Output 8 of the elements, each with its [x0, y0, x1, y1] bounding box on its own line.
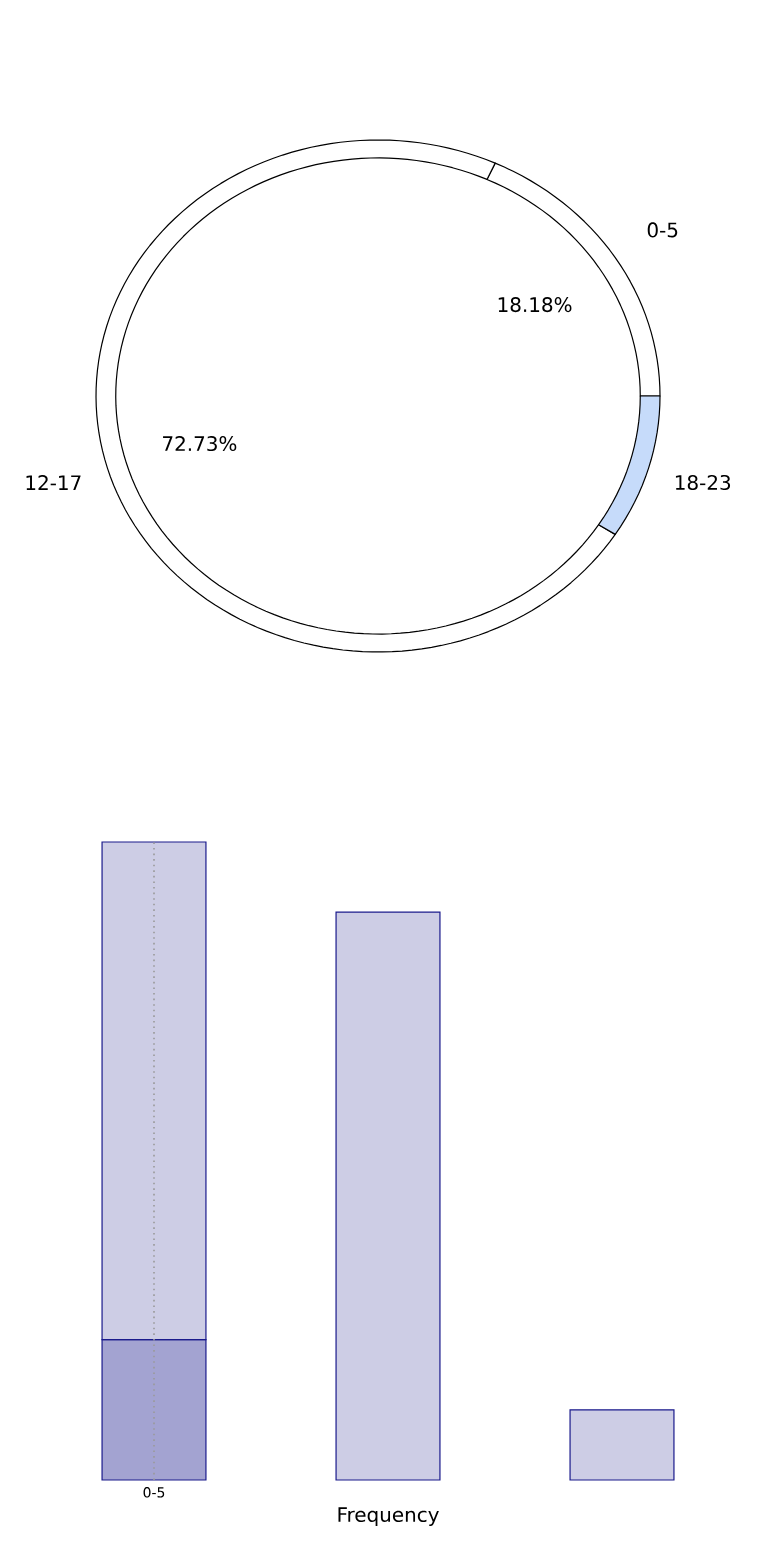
slice-label: 0-5	[647, 222, 678, 238]
bar	[335, 911, 441, 1481]
data-label: 18.18%	[498, 297, 572, 313]
bar	[569, 1409, 675, 1481]
x-axis-title: Frequency	[338, 1507, 439, 1526]
data-label: 72.73%	[163, 436, 237, 452]
slice-label: 18-23	[675, 474, 731, 491]
slice-label: 12-17	[26, 475, 81, 490]
